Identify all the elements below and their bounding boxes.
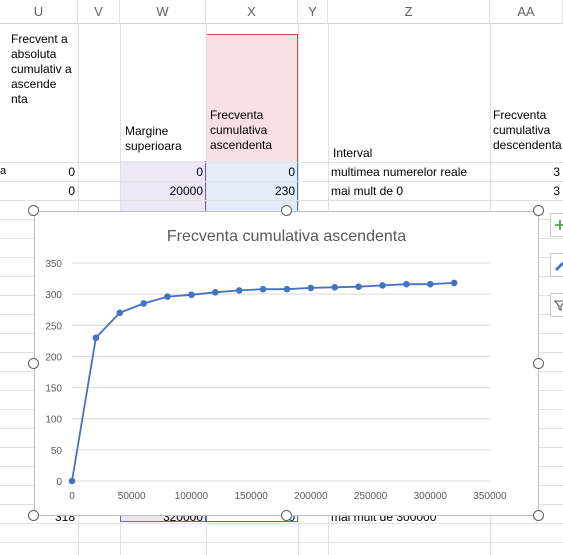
cell-z-row2[interactable]: mai mult de 0	[331, 184, 404, 198]
data-point	[259, 285, 267, 293]
header-cell-u[interactable]: Frecvent a absoluta cumulativ a ascende …	[11, 32, 72, 106]
data-point	[379, 282, 386, 289]
plus-icon	[555, 220, 563, 230]
data-point	[235, 287, 243, 294]
x-tick-label: 50000	[118, 491, 146, 502]
column-header-u[interactable]: U	[0, 0, 78, 24]
chart-resize-handle-top[interactable]	[281, 205, 292, 216]
chart-resize-handle-top-left[interactable]	[28, 205, 39, 216]
column-header-aa[interactable]: AA	[490, 0, 563, 24]
column-header-z[interactable]: Z	[328, 0, 490, 24]
chart-resize-handle-right[interactable]	[533, 358, 544, 369]
data-point	[188, 291, 195, 299]
chart-area[interactable]: Frecventa cumulativa ascendenta 0 50 100 15…	[34, 211, 539, 516]
range-highlight-w-bottom	[120, 514, 206, 522]
chart-styles-button[interactable]	[550, 253, 563, 277]
chart-resize-handle-bottom-right[interactable]	[533, 510, 544, 521]
chart-plot: 0 50 100 150 200 250 300 350 0 50000 100000 150000 2…	[45, 259, 507, 502]
x-tick-label: 0	[69, 491, 75, 502]
range-border-w-bottom	[120, 514, 206, 522]
cell-w-row1[interactable]: 0	[196, 165, 203, 179]
header-cell-z[interactable]: Interval	[333, 146, 373, 160]
column-header-w[interactable]: W	[120, 0, 206, 24]
x-tick-label: 200000	[294, 491, 328, 502]
data-point	[450, 279, 458, 287]
cell-w-row2[interactable]: 20000	[169, 184, 203, 198]
x-tick-label: 350000	[473, 491, 507, 502]
cell-x-row1[interactable]: 0	[288, 165, 295, 179]
y-tick-label: 0	[56, 477, 62, 488]
data-point	[140, 300, 147, 307]
x-tick-label: 100000	[175, 491, 209, 502]
y-tick-label: 300	[45, 290, 62, 301]
truncated-cell-t: a	[0, 165, 7, 177]
cell-u-row1[interactable]: 0	[68, 165, 75, 179]
cell-aa-row1[interactable]: 3	[553, 165, 560, 179]
header-cell-aa[interactable]: Frecventa cumulativa descendenta	[493, 108, 562, 152]
x-tick-label: 150000	[234, 491, 268, 502]
range-highlight-x	[206, 34, 298, 162]
cell-x-row2[interactable]: 230	[274, 184, 295, 198]
column-header-bar: U V W X Y Z AA	[0, 0, 563, 24]
y-tick-label: 350	[45, 259, 62, 270]
cell-u-row2[interactable]: 0	[68, 184, 75, 198]
filter-icon	[553, 300, 563, 311]
cell-aa-row2[interactable]: 3	[553, 184, 560, 198]
column-header-y[interactable]: Y	[298, 0, 328, 24]
x-tick-label: 300000	[414, 491, 448, 502]
y-tick-label: 50	[51, 446, 63, 457]
series-line	[71, 282, 455, 482]
chart-elements-button[interactable]	[550, 213, 563, 237]
x-tick-label: 250000	[354, 491, 388, 502]
data-point	[331, 283, 339, 291]
data-point	[355, 283, 362, 290]
y-tick-label: 200	[45, 352, 62, 363]
data-point	[92, 334, 100, 342]
data-point	[68, 477, 76, 485]
data-point	[403, 280, 410, 288]
chart-resize-handle-top-right[interactable]	[533, 205, 544, 216]
chart-filters-button[interactable]	[550, 293, 563, 317]
header-cell-w[interactable]: Margine superioara	[125, 124, 182, 153]
y-tick-label: 150	[45, 384, 62, 395]
chart-resize-handle-bottom[interactable]	[281, 510, 292, 521]
data-point	[426, 280, 434, 288]
range-highlight-x-values	[206, 161, 298, 211]
y-tick-label: 100	[45, 415, 62, 426]
data-point	[164, 293, 171, 300]
chart-title[interactable]: Frecventa cumulativa ascendenta	[166, 228, 407, 245]
cell-z-row1[interactable]: multimea numerelor reale	[331, 165, 468, 179]
y-tick-label: 250	[45, 321, 62, 332]
data-point	[283, 285, 291, 293]
header-cell-x[interactable]: Frecventa cumulativa ascendenta	[210, 108, 273, 152]
chart-resize-handle-left[interactable]	[28, 358, 39, 369]
brush-icon	[555, 262, 563, 271]
data-point	[307, 284, 315, 292]
data-point	[116, 309, 124, 317]
column-header-v[interactable]: V	[78, 0, 120, 24]
chart-resize-handle-bottom-left[interactable]	[28, 510, 39, 521]
range-highlight-w	[120, 161, 206, 211]
data-point	[212, 288, 219, 296]
column-header-x[interactable]: X	[206, 0, 298, 24]
range-border-x-bottom	[206, 514, 298, 522]
